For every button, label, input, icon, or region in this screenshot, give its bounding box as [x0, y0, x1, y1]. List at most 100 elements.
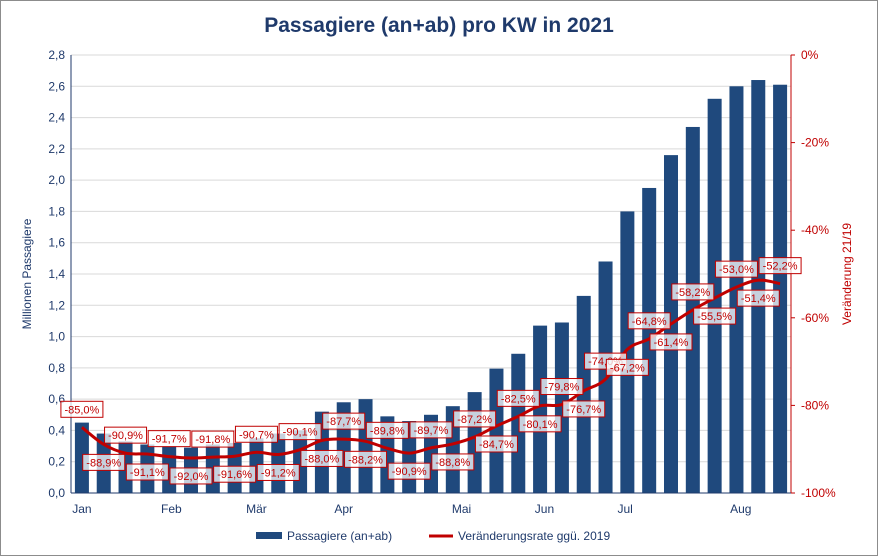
data-label: -88,2% [348, 454, 383, 466]
data-label-box [736, 289, 780, 307]
x-tick-label: Jan [72, 502, 91, 516]
data-label: -89,8% [370, 425, 405, 437]
data-label: -82,5% [501, 393, 536, 405]
y-tick-label: 0,4 [48, 423, 65, 437]
data-label: -90,1% [283, 427, 318, 439]
data-label: -87,2% [457, 414, 492, 426]
chart-title: Passagiere (an+ab) pro KW in 2021 [264, 14, 614, 37]
data-label: -61,4% [654, 337, 689, 349]
data-label-box [496, 389, 540, 407]
y-tick-label: 2,4 [48, 111, 65, 125]
legend-bar-label: Passagiere (an+ab) [287, 529, 392, 543]
data-label: -53,0% [719, 264, 754, 276]
data-label: -91,8% [195, 434, 230, 446]
data-label-box [409, 421, 453, 439]
y-axis-label: Millionen Passagiere [20, 218, 34, 329]
x-tick-label: Aug [730, 502, 751, 516]
x-tick-label: Mai [452, 502, 471, 516]
data-label-box [474, 435, 518, 453]
data-label: -88,0% [304, 453, 339, 465]
data-label-box [213, 465, 257, 483]
legend-line-label: Veränderungsrate ggü. 2019 [458, 529, 610, 543]
legend: Passagiere (an+ab) Veränderungsrate ggü.… [256, 529, 610, 543]
y-tick-label: 2,0 [48, 173, 65, 187]
data-label-box [758, 257, 802, 275]
data-label: -92,0% [174, 471, 209, 483]
bar [533, 325, 548, 493]
data-label: -89,7% [414, 425, 449, 437]
data-label: -90,9% [392, 466, 427, 478]
data-label-box [344, 450, 388, 468]
y-tick-label: 0,2 [48, 455, 65, 469]
data-label: -88,8% [435, 457, 470, 469]
data-label: -64,8% [632, 316, 667, 328]
data-label-box [540, 378, 584, 396]
data-label-box [627, 312, 671, 330]
y-tick-label: 1,4 [48, 267, 65, 281]
bar [576, 295, 591, 493]
data-label-box [300, 449, 344, 467]
y-tick-label: 2,2 [48, 142, 65, 156]
y2-tick-label: -80% [801, 398, 829, 412]
data-label: -90,9% [108, 430, 143, 442]
data-label-box [104, 426, 148, 444]
data-label: -84,7% [479, 439, 514, 451]
data-label: -88,9% [86, 457, 121, 469]
data-label: -87,7% [326, 416, 361, 428]
x-tick-label: Jul [618, 502, 633, 516]
y-tick-label: 1,6 [48, 236, 65, 250]
data-label: -91,7% [152, 434, 187, 446]
bar [489, 368, 504, 493]
y2-tick-label: -100% [801, 486, 836, 500]
y-tick-label: 1,2 [48, 298, 65, 312]
data-label-box [605, 358, 649, 376]
data-label-box [387, 462, 431, 480]
data-label: -80,1% [523, 419, 558, 431]
y-tick-label: 0,0 [48, 486, 65, 500]
bar [707, 98, 722, 494]
data-label-box [60, 400, 104, 418]
data-label: -67,2% [610, 362, 645, 374]
y2-tick-label: 0% [801, 48, 819, 62]
data-label-box [562, 400, 606, 418]
data-label-box [256, 463, 300, 481]
data-label-box [693, 307, 737, 325]
data-label-box [125, 463, 169, 481]
x-tick-label: Apr [334, 502, 353, 516]
x-tick-label: Jun [535, 502, 554, 516]
data-label: -90,7% [239, 429, 274, 441]
data-label: -91,1% [130, 467, 165, 479]
data-label-box [518, 415, 562, 433]
data-label: -85,0% [64, 404, 99, 416]
y-tick-label: 2,8 [48, 48, 65, 62]
bar [74, 422, 89, 493]
y2-tick-label: -40% [801, 223, 829, 237]
y2-tick-label: -60% [801, 311, 829, 325]
x-tick-label: Mär [246, 502, 267, 516]
data-label: -51,4% [741, 293, 776, 305]
data-label: -76,7% [566, 404, 601, 416]
data-label: -91,6% [217, 469, 252, 481]
y2-axis-label: Veränderung 21/19 [840, 223, 854, 325]
legend-bar-swatch [256, 532, 282, 539]
data-label: -55,5% [697, 311, 732, 323]
y-tick-label: 1,8 [48, 204, 65, 218]
bar [729, 86, 744, 494]
data-label-box [431, 453, 475, 471]
data-label: -52,2% [763, 261, 798, 273]
data-label-box [649, 333, 693, 351]
bar [511, 353, 526, 493]
data-label-box [169, 467, 213, 485]
data-label-box [365, 421, 409, 439]
data-label-box [147, 430, 191, 448]
data-label-box [234, 425, 278, 443]
data-label-box [453, 410, 497, 428]
x-tick-label: Feb [161, 502, 182, 516]
data-label-box [191, 430, 235, 448]
data-label: -91,2% [261, 467, 296, 479]
y-tick-label: 1,0 [48, 330, 65, 344]
data-label: -79,8% [544, 382, 579, 394]
y2-tick-label: -20% [801, 136, 829, 150]
